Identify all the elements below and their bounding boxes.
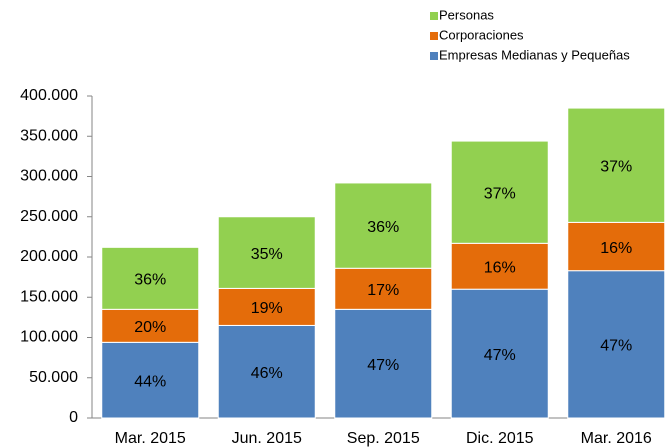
data-label: 17%: [367, 282, 399, 299]
x-tick-label: Mar. 2015: [115, 430, 186, 447]
data-label: 16%: [600, 240, 632, 257]
data-label: 20%: [134, 319, 166, 336]
legend-label: Corporaciones: [439, 27, 524, 42]
y-tick-label: 150.000: [20, 288, 78, 305]
data-label: 37%: [600, 158, 632, 175]
legend-label: Empresas Medianas y Pequeñas: [439, 47, 630, 62]
bar-segment: [101, 341, 200, 419]
data-label: 36%: [367, 219, 399, 236]
legend-label: Personas: [439, 7, 494, 22]
data-label: 47%: [600, 338, 632, 355]
bar-segment: [217, 216, 316, 289]
x-tick-label: Mar. 2016: [581, 430, 652, 447]
bar-segment: [450, 288, 549, 419]
bar-segment: [217, 324, 316, 419]
bar-segment: [450, 140, 549, 244]
y-tick-label: 0: [69, 409, 78, 426]
y-tick-label: 350.000: [20, 127, 78, 144]
bar-segment: [334, 308, 433, 419]
bar-segment: [450, 242, 549, 290]
y-tick-label: 250.000: [20, 208, 78, 225]
x-tick-label: Sep. 2015: [347, 430, 420, 447]
bar-segment: [567, 107, 665, 223]
legend-swatch: [430, 32, 438, 40]
y-tick-label: 400.000: [20, 87, 78, 104]
bar-segment: [101, 246, 200, 310]
y-tick-label: 50.000: [29, 369, 78, 386]
bar-segment: [101, 308, 200, 343]
legend-swatch: [430, 12, 438, 20]
data-label: 44%: [134, 373, 166, 390]
y-tick-label: 100.000: [20, 329, 78, 346]
data-label: 46%: [251, 365, 283, 382]
bar-segment: [217, 287, 316, 326]
y-tick-label: 200.000: [20, 248, 78, 265]
x-tick-label: Dic. 2015: [466, 430, 534, 447]
data-label: 47%: [484, 347, 516, 364]
data-label: 47%: [367, 357, 399, 374]
y-tick-label: 300.000: [20, 168, 78, 185]
bar-segment: [567, 270, 665, 419]
data-label: 37%: [484, 185, 516, 202]
data-label: 19%: [251, 300, 283, 317]
x-tick-label: Jun. 2015: [232, 430, 302, 447]
data-label: 16%: [484, 259, 516, 276]
data-label: 36%: [134, 272, 166, 289]
legend-swatch: [430, 52, 438, 60]
bar-segment: [334, 182, 433, 269]
data-label: 35%: [251, 246, 283, 263]
